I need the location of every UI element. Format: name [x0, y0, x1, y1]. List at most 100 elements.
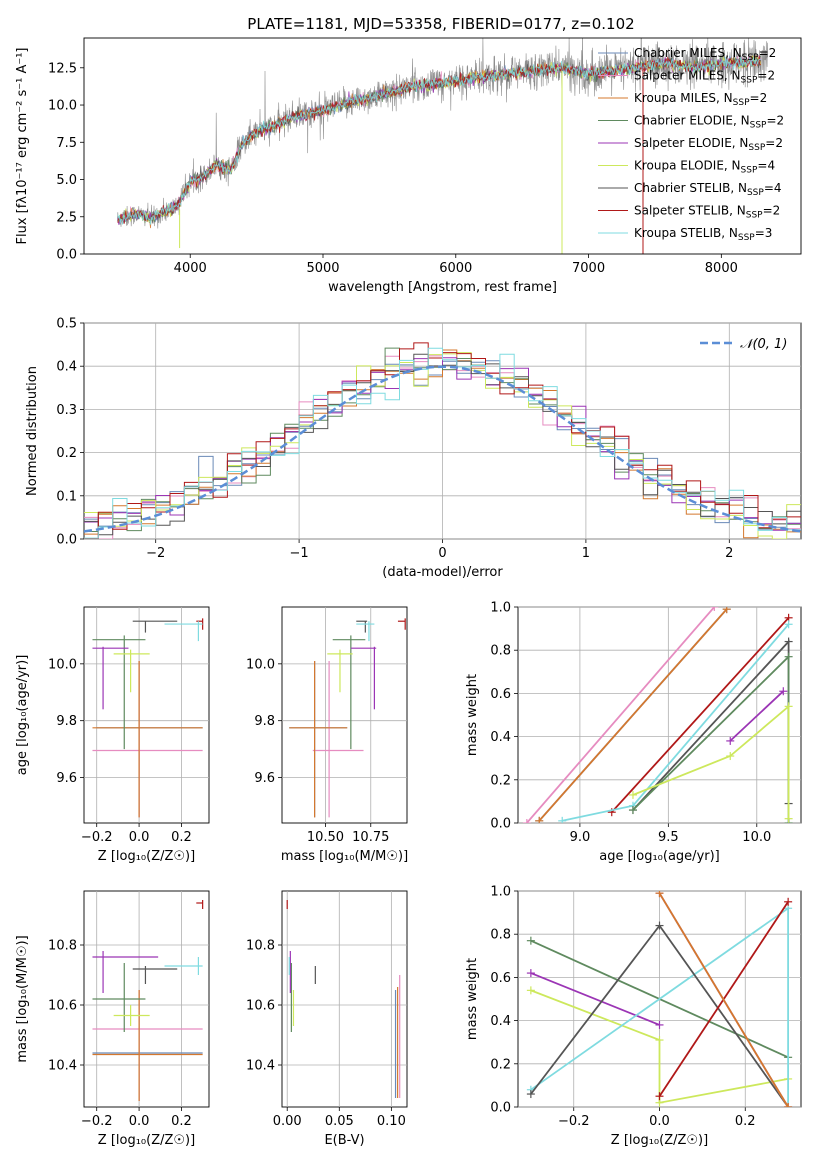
x-tick-label: 5000	[306, 261, 339, 276]
y-tick-label: 10.6	[48, 999, 77, 1014]
y-axis-label: Normed distribution	[25, 366, 40, 496]
weight-series	[607, 613, 793, 817]
errorbar-point	[164, 621, 203, 642]
histogram-series	[84, 357, 801, 531]
x-tick-label: 1	[582, 546, 590, 561]
errorbar-point	[397, 618, 406, 630]
y-tick-label: 9.8	[56, 714, 77, 729]
x-tick-label: −1	[290, 546, 309, 561]
x-tick-label: 0	[438, 546, 446, 561]
errorbar-point	[164, 957, 203, 975]
mass-vs-metallicity-panel: −0.2 0.0 0.2 10.4 10.6 10.8 Z [log₁₀(Z/Z☉)] mas…	[15, 890, 210, 1148]
y-tick-label: 0.0	[56, 248, 77, 263]
x-axis-label: wavelength [Angstrom, rest frame]	[328, 280, 557, 295]
series-marker	[655, 1036, 664, 1045]
errorbar-point	[356, 621, 375, 642]
spectrum-panel: 4000 5000 6000 7000 8000 0.0 2.5 5.0 7.5 10.0 12.5…	[15, 37, 802, 295]
y-tick-label: 10.8	[246, 939, 275, 954]
series-marker	[526, 986, 535, 995]
model-spectrum	[117, 56, 762, 225]
y-tick-label: 10.4	[246, 1059, 275, 1074]
errorbar-point	[92, 990, 203, 1101]
residual-legend: 𝒩(0, 1)	[700, 337, 787, 352]
series-line	[530, 989, 789, 1104]
series-marker	[784, 897, 793, 906]
series-marker	[558, 816, 567, 823]
series-marker	[726, 736, 735, 745]
legend-entry: Kroupa STELIB, NSSP=3	[634, 226, 772, 243]
y-tick-label: 0.0	[490, 817, 511, 832]
y-tick-label: 0.1	[56, 489, 77, 504]
legend-entry: Kroupa MILES, NSSP=2	[634, 91, 767, 108]
age-vs-metallicity-panel: −0.2 0.0 0.2 9.6 9.8 10.0 Z [log₁₀(Z/Z☉)] age […	[15, 606, 210, 864]
x-tick-label: 0.2	[171, 830, 192, 845]
y-tick-label: 0.2	[490, 1057, 511, 1072]
y-tick-label: 10.0	[246, 657, 275, 672]
errorbar-point	[356, 620, 368, 633]
series-marker	[784, 620, 793, 629]
errorbar-point	[92, 951, 159, 993]
errorbar-layer	[286, 900, 401, 1098]
line-layer	[526, 891, 793, 1107]
weight-series	[628, 652, 793, 823]
x-tick-label: −0.2	[81, 830, 113, 845]
series-marker	[726, 752, 735, 761]
y-tick-label: 10.6	[246, 999, 275, 1014]
y-tick-label: 0.2	[56, 446, 77, 461]
x-tick-label: −0.2	[81, 1114, 113, 1129]
errorbar-point	[92, 661, 203, 818]
normal-curve	[84, 365, 801, 533]
y-tick-label: 2.5	[56, 210, 77, 225]
y-tick-label: 9.6	[56, 771, 77, 786]
y-tick-label: 0.3	[56, 403, 77, 418]
errorbar-point	[332, 635, 366, 750]
errorbar-point	[289, 661, 348, 818]
x-tick-label: 0.05	[325, 1114, 354, 1129]
series-marker	[535, 816, 544, 823]
errorbar-point	[92, 963, 146, 1032]
x-tick-label: 9.5	[658, 830, 679, 845]
x-tick-label: 7000	[572, 261, 605, 276]
y-tick-label: 0.4	[490, 1014, 511, 1029]
errorbar-point	[289, 661, 348, 818]
x-tick-label: 0.10	[377, 1114, 406, 1129]
series-marker	[779, 687, 788, 696]
series-marker	[655, 891, 664, 898]
weight-vs-age-panel: 9.0 9.5 10.0 0.0 0.2 0.4 0.6 0.8 1.0 age [log₁₀(a…	[465, 601, 802, 864]
errorbar-layer	[289, 618, 406, 818]
y-tick-label: 5.0	[56, 173, 77, 188]
series-line	[729, 690, 784, 742]
weight-vs-metallicity-panel: −0.2 0.0 0.2 0.0 0.2 0.4 0.6 0.8 1.0 Z [log₁₀(Z/Z…	[465, 885, 802, 1148]
series-line	[611, 617, 790, 813]
y-tick-label: 0.0	[490, 1101, 511, 1116]
x-tick-label: −0.2	[558, 1114, 590, 1129]
series-marker	[628, 806, 637, 815]
errorbar-point	[132, 966, 178, 984]
y-tick-label: 9.6	[254, 771, 275, 786]
axes-frame	[83, 890, 210, 1108]
errorbar-point	[113, 1005, 150, 1026]
y-tick-label: 1.0	[490, 601, 511, 616]
legend-entry: Kroupa ELODIE, NSSP=4	[634, 159, 775, 176]
series-line	[658, 892, 789, 1107]
residuals-panel: −2 −1 0 1 2 0.0 0.1 0.2 0.3 0.4 0.5 (data-model)/er…	[25, 317, 802, 580]
errorbar-point	[92, 661, 203, 818]
errorbar-point	[327, 649, 353, 693]
x-tick-label: 8000	[705, 261, 738, 276]
series-marker	[628, 790, 637, 799]
errorbar-point	[92, 990, 203, 1101]
x-tick-label: 0.00	[273, 1114, 302, 1129]
figure-title: PLATE=1181, MJD=53358, FIBERID=0177, z=0…	[247, 15, 634, 33]
series-line	[526, 607, 715, 823]
x-tick-label: 0.0	[129, 830, 150, 845]
x-tick-label: 0.2	[735, 1114, 756, 1129]
x-tick-label: 10.75	[352, 830, 389, 845]
line-layer	[522, 607, 793, 823]
series-marker	[526, 936, 535, 945]
weight-series	[526, 969, 664, 1029]
axes-frame	[83, 37, 802, 255]
y-tick-label: 0.5	[56, 317, 77, 332]
x-axis-label: mass [log₁₀(M/M☉)]	[281, 849, 408, 864]
series-marker	[526, 1090, 535, 1099]
x-axis-label: age [log₁₀(age/yr)]	[599, 849, 720, 864]
